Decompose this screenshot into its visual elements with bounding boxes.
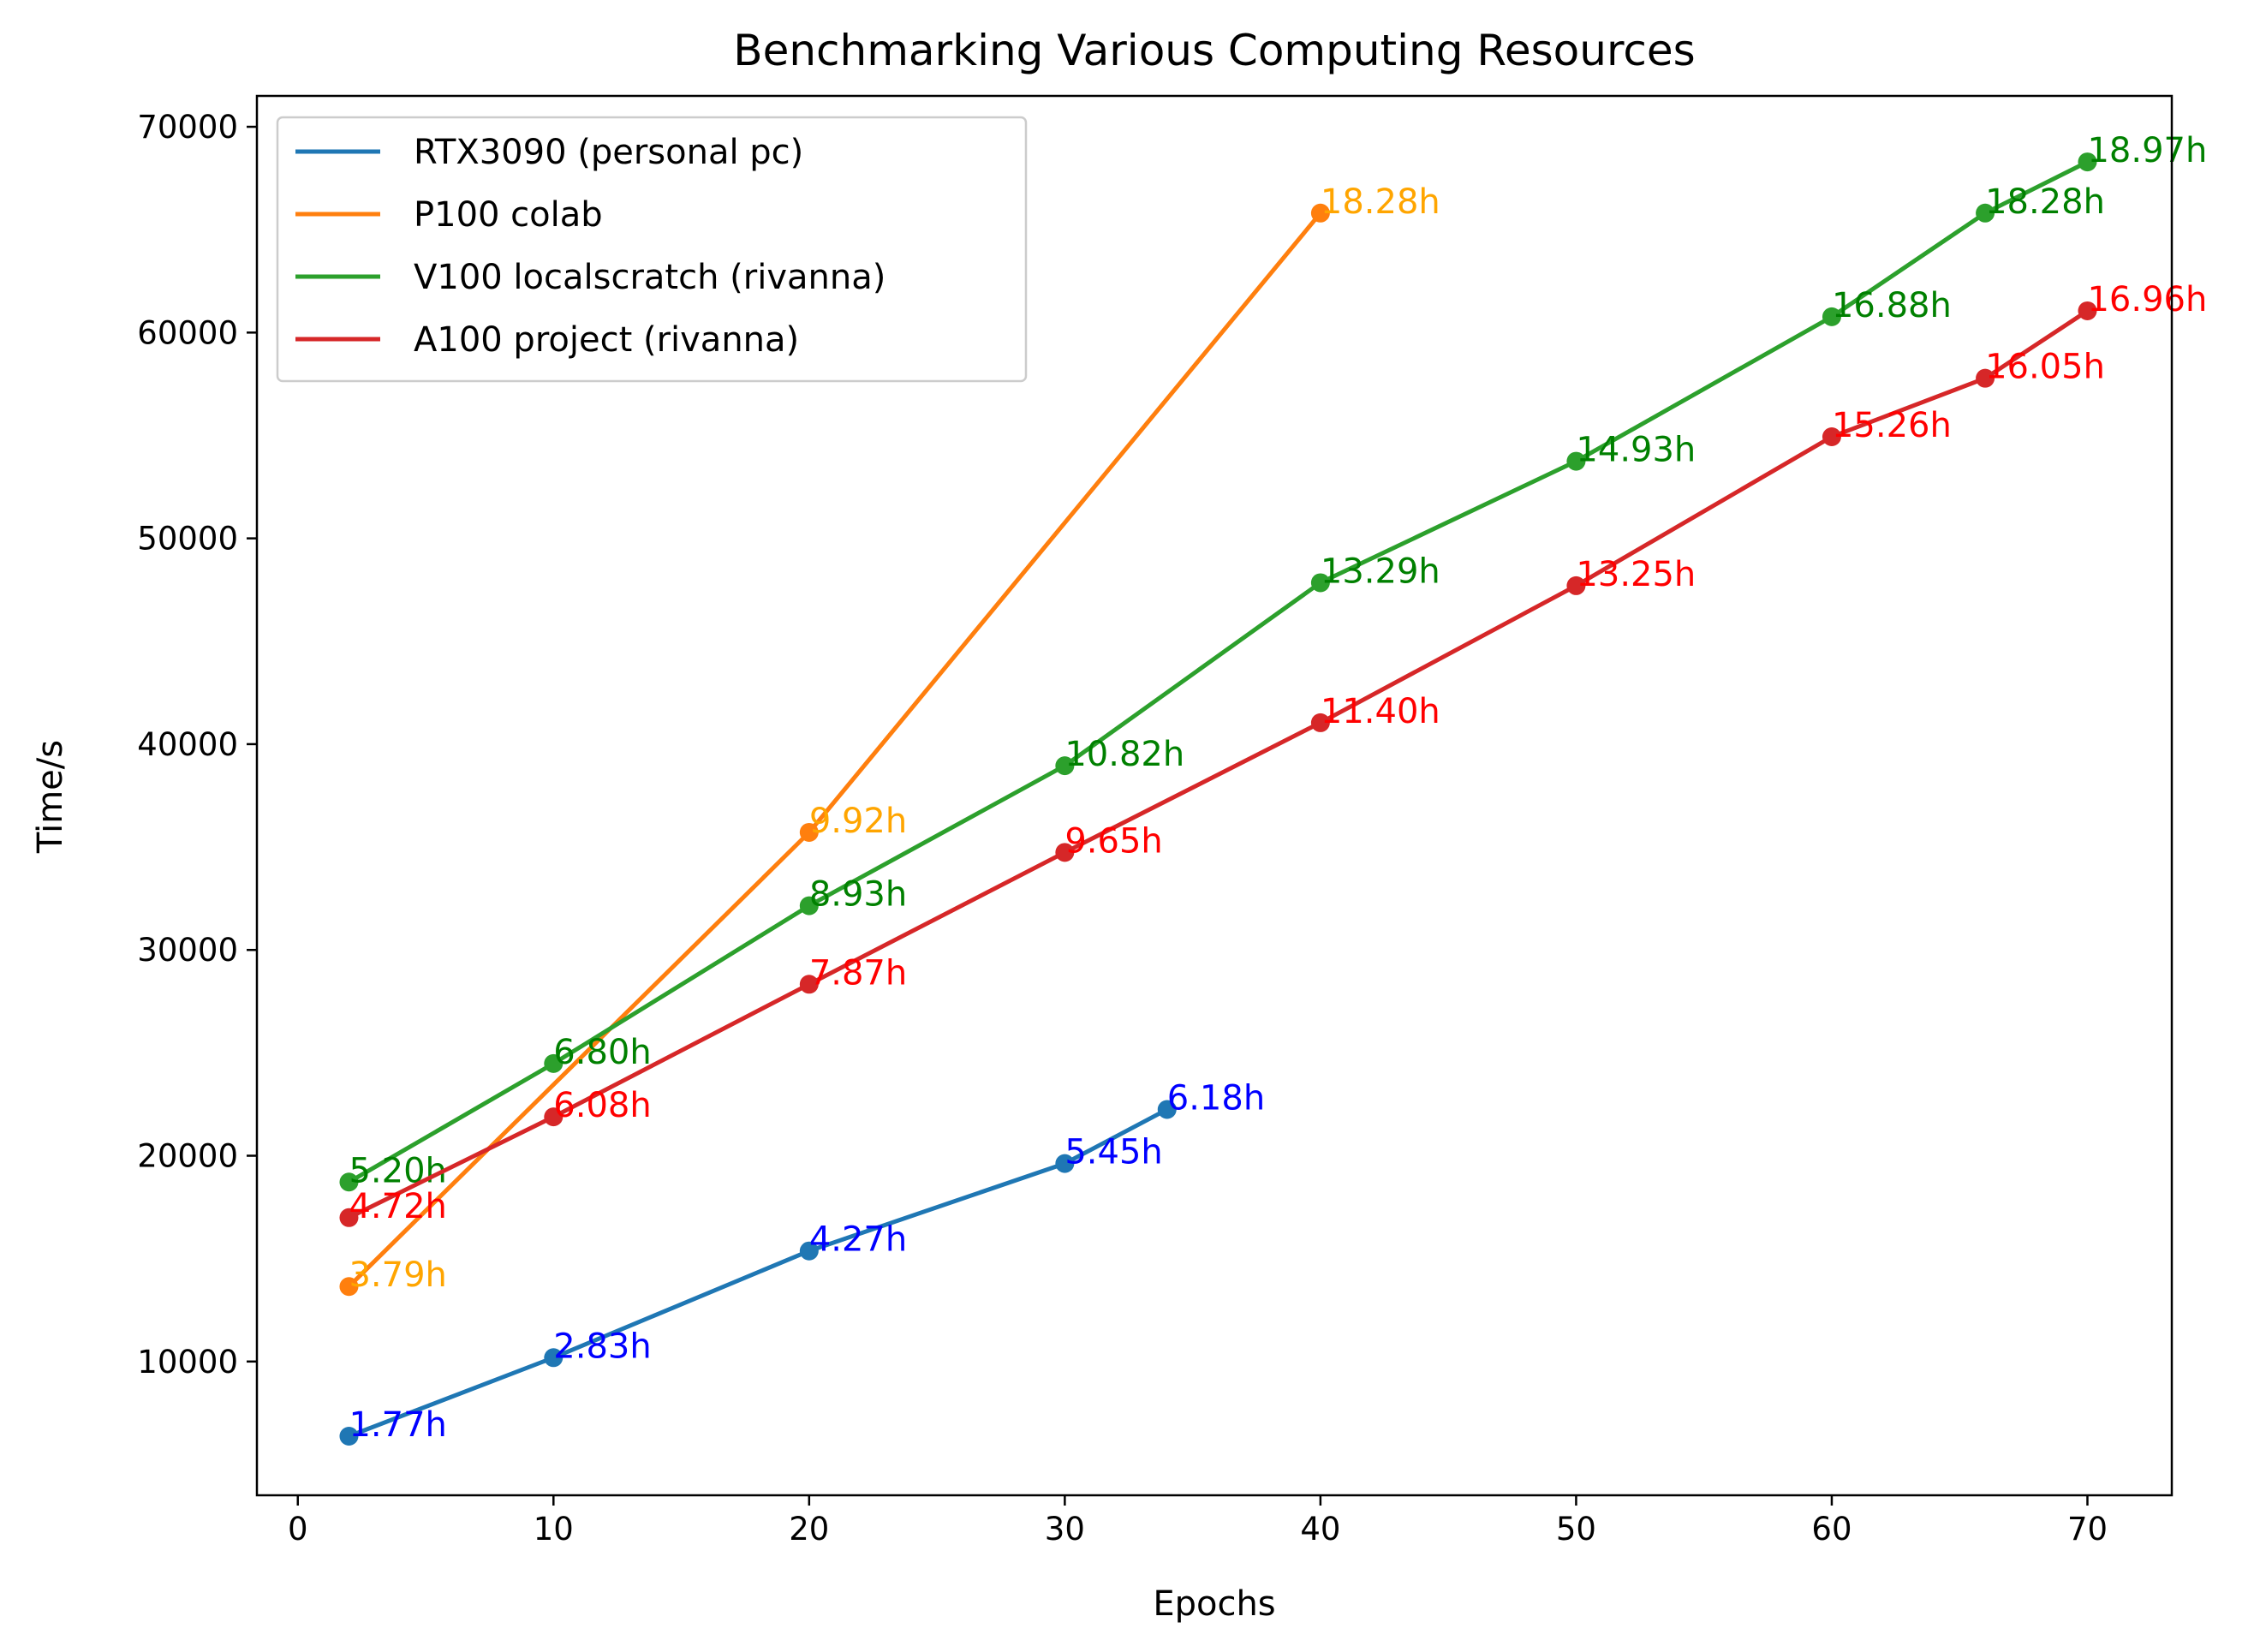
- data-label: 6.18h: [1167, 1078, 1265, 1118]
- data-label: 13.25h: [1576, 555, 1696, 594]
- data-label: 5.20h: [349, 1151, 446, 1190]
- legend-box: [276, 116, 1028, 383]
- legend: RTX3090 (personal pc) P100 colab V100 loca…: [276, 116, 1028, 383]
- data-label: 13.29h: [1321, 552, 1440, 591]
- data-label: 10.82h: [1064, 735, 1184, 774]
- data-label: 14.93h: [1576, 431, 1696, 470]
- y-tick-label: 60000: [137, 314, 238, 351]
- data-point: [1055, 843, 1075, 862]
- data-point: [544, 1107, 564, 1127]
- series-p100-colab: 3.79h 9.92h 18.28h: [339, 182, 1440, 1297]
- x-tick-label: 20: [789, 1511, 829, 1548]
- data-point: [1310, 713, 1330, 732]
- x-tick-label: 10: [534, 1511, 574, 1548]
- data-point: [339, 1208, 359, 1227]
- x-tick-label: 60: [1811, 1511, 1852, 1548]
- axes-frame: [255, 94, 2174, 1497]
- data-point: [1976, 203, 1995, 223]
- data-label: 16.96h: [2087, 280, 2207, 319]
- y-tick-label: 70000: [137, 109, 238, 146]
- data-label: 4.72h: [349, 1187, 446, 1226]
- data-label: 2.83h: [553, 1327, 651, 1366]
- data-point: [1822, 307, 1841, 326]
- data-point: [1822, 427, 1841, 447]
- data-point: [339, 1426, 359, 1446]
- data-label: 6.80h: [553, 1033, 651, 1072]
- data-label: 6.08h: [553, 1086, 651, 1125]
- x-tick-label: 50: [1556, 1511, 1596, 1548]
- x-tick-label: 70: [2067, 1511, 2108, 1548]
- data-label: 18.97h: [2087, 131, 2207, 170]
- data-label: 3.79h: [349, 1255, 446, 1295]
- data-point: [1157, 1100, 1177, 1119]
- y-tick-label: 50000: [137, 521, 238, 558]
- data-point: [799, 896, 819, 915]
- legend-label: A100 project (rivanna): [414, 320, 799, 360]
- data-point: [799, 1241, 819, 1261]
- y-tick-label: 40000: [137, 726, 238, 763]
- data-point: [1566, 451, 1586, 471]
- x-tick-label: 30: [1045, 1511, 1085, 1548]
- x-tick-label: 40: [1300, 1511, 1340, 1548]
- data-point: [339, 1172, 359, 1192]
- series-a100-project-rivanna: 4.72h 6.08h 7.87h 9.65h 11.40h 13.25h 15.26h 16…: [339, 280, 2207, 1227]
- data-label: 5.45h: [1064, 1133, 1162, 1172]
- data-label: 16.05h: [1985, 348, 2105, 387]
- data-label: 15.26h: [1832, 406, 1952, 445]
- data-point: [544, 1053, 564, 1073]
- data-label: 18.28h: [1985, 182, 2105, 222]
- data-point: [1566, 576, 1586, 595]
- y-axis: 10000 20000 30000 40000 50000 60000 70000: [137, 109, 257, 1381]
- x-tick-label: 0: [288, 1511, 308, 1548]
- y-axis-label: Time/s: [31, 740, 70, 854]
- data-label: 9.92h: [809, 802, 907, 841]
- y-tick-label: 20000: [137, 1138, 238, 1175]
- data-label: 8.93h: [809, 875, 907, 915]
- series-v100-localscratch-rivanna: 5.20h 6.80h 8.93h 10.82h 13.29h 14.93h 16.88h 1…: [339, 131, 2207, 1192]
- data-point: [1055, 756, 1075, 776]
- data-label: 9.65h: [1064, 821, 1162, 861]
- data-label: 11.40h: [1321, 692, 1440, 731]
- y-tick-label: 10000: [137, 1344, 238, 1381]
- data-point: [799, 822, 819, 842]
- data-label: 16.88h: [1832, 286, 1952, 325]
- data-point: [339, 1277, 359, 1297]
- data-point: [544, 1348, 564, 1368]
- data-point: [1055, 1154, 1075, 1173]
- data-point: [799, 975, 819, 994]
- x-axis-label: Epochs: [1153, 1584, 1275, 1624]
- data-label: 7.87h: [809, 953, 907, 993]
- data-point: [1310, 573, 1330, 593]
- data-point: [2078, 152, 2097, 172]
- y-tick-label: 30000: [137, 932, 238, 969]
- data-point: [2078, 301, 2097, 320]
- chart-title: Benchmarking Various Computing Resources: [733, 26, 1695, 75]
- data-label: 4.27h: [809, 1220, 907, 1260]
- x-axis: 0 10 20 30 40 50 60 70: [288, 1495, 2108, 1548]
- data-point: [1976, 368, 1995, 388]
- data-label: 18.28h: [1321, 182, 1440, 222]
- data-label: 1.77h: [349, 1405, 446, 1445]
- data-point: [1310, 203, 1330, 223]
- legend-label: RTX3090 (personal pc): [414, 133, 803, 172]
- legend-label: V100 localscratch (rivanna): [414, 258, 886, 297]
- legend-label: P100 colab: [414, 195, 603, 235]
